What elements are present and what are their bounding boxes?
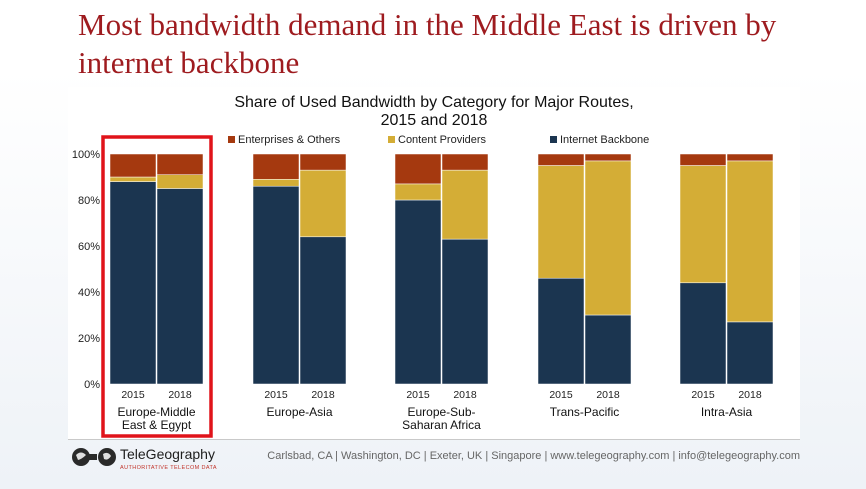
- footer-contact: Carlsbad, CA | Washington, DC | Exeter, …: [267, 450, 800, 462]
- bar-segment-enterprises-others: [299, 153, 347, 171]
- bar-segment-content-providers: [252, 179, 300, 187]
- bar-segment-enterprises-others: [537, 153, 585, 166]
- bar-segment-internet-backbone: [299, 236, 347, 385]
- legend-label: Enterprises & Others: [238, 134, 341, 146]
- stacked-bar-chart: Share of Used Bandwidth by Category for …: [72, 94, 774, 438]
- bar-segment-enterprises-others: [441, 153, 489, 171]
- x-tick-year: 2015: [406, 389, 430, 401]
- bar-segment-enterprises-others: [679, 153, 727, 166]
- bar-segment-content-providers: [726, 160, 774, 323]
- bar-segment-internet-backbone: [394, 199, 442, 385]
- slide-title: Most bandwidth demand in the Middle East…: [78, 7, 777, 80]
- y-tick-label: 40%: [78, 287, 100, 299]
- logo-mark-icon: [72, 448, 116, 466]
- logo-name: TeleGeography: [120, 446, 215, 462]
- legend-label: Content Providers: [398, 134, 487, 146]
- bar-segment-content-providers: [156, 174, 204, 189]
- y-tick-label: 80%: [78, 195, 100, 207]
- telegeography-logo: TeleGeography AUTHORITATIVE TELECOM DATA: [70, 444, 250, 478]
- bar-segment-content-providers: [299, 169, 347, 238]
- x-tick-year: 2015: [691, 389, 715, 401]
- bar-segment-content-providers: [584, 160, 632, 316]
- group-label: Trans-Pacific: [550, 405, 620, 419]
- group-label: Intra-Asia: [701, 405, 753, 419]
- group-label: East & Egypt: [122, 418, 192, 432]
- x-tick-year: 2015: [549, 389, 573, 401]
- y-tick-label: 100%: [72, 149, 100, 161]
- group-label: Europe-Sub-: [407, 405, 475, 419]
- bar-segment-enterprises-others: [394, 153, 442, 185]
- bar-segment-enterprises-others: [109, 153, 157, 178]
- chart-title-line: 2015 and 2018: [381, 112, 488, 129]
- x-tick-year: 2015: [264, 389, 288, 401]
- group-label: Europe-Middle: [117, 405, 195, 419]
- y-tick-label: 20%: [78, 333, 100, 345]
- highlight-box: [101, 135, 213, 438]
- x-tick-year: 2018: [738, 389, 762, 401]
- x-tick-year: 2015: [121, 389, 145, 401]
- bar-segment-enterprises-others: [584, 153, 632, 162]
- legend-swatch: [550, 136, 557, 143]
- bar-segment-enterprises-others: [726, 153, 774, 162]
- group-label: Saharan Africa: [402, 418, 481, 432]
- group-label: Europe-Asia: [266, 405, 332, 419]
- bar-segment-content-providers: [109, 176, 157, 182]
- bar-segment-internet-backbone: [726, 321, 774, 385]
- y-tick-label: 0%: [84, 379, 100, 391]
- bar-segment-enterprises-others: [252, 153, 300, 180]
- x-tick-year: 2018: [311, 389, 335, 401]
- x-tick-year: 2018: [453, 389, 477, 401]
- bar-segment-internet-backbone: [156, 188, 204, 385]
- bar-segment-enterprises-others: [156, 153, 204, 175]
- bar-segment-internet-backbone: [537, 277, 585, 385]
- bar-segment-internet-backbone: [679, 282, 727, 385]
- chart-title-line: Share of Used Bandwidth by Category for …: [234, 94, 633, 111]
- legend-swatch: [228, 136, 235, 143]
- chart-panel: Share of Used Bandwidth by Category for …: [68, 87, 800, 439]
- bar-segment-content-providers: [679, 165, 727, 284]
- x-tick-year: 2018: [596, 389, 620, 401]
- legend-label: Internet Backbone: [560, 134, 649, 146]
- x-tick-year: 2018: [168, 389, 192, 401]
- logo-tagline: AUTHORITATIVE TELECOM DATA: [120, 465, 217, 471]
- bar-segment-internet-backbone: [252, 185, 300, 385]
- bar-segment-internet-backbone: [584, 314, 632, 385]
- bar-segment-internet-backbone: [441, 238, 489, 385]
- bar-segment-internet-backbone: [109, 181, 157, 385]
- footer-divider: [68, 439, 800, 440]
- bar-segment-content-providers: [537, 165, 585, 279]
- bar-segment-content-providers: [441, 169, 489, 240]
- y-tick-label: 60%: [78, 241, 100, 253]
- bar-segment-content-providers: [394, 183, 442, 201]
- legend-swatch: [388, 136, 395, 143]
